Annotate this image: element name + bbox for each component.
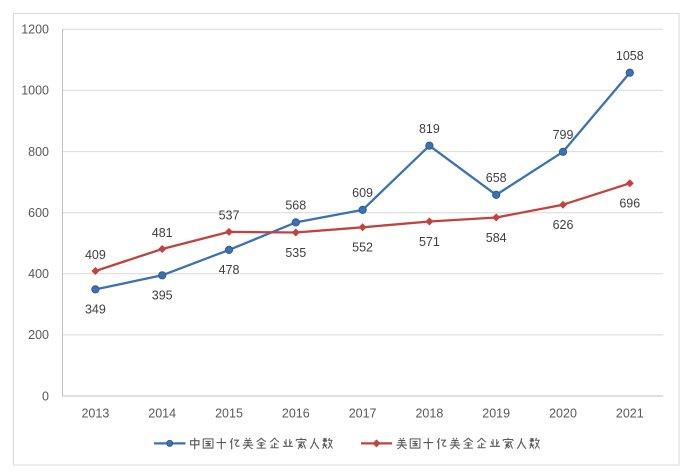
svg-text:1200: 1200 <box>21 23 49 37</box>
svg-text:400: 400 <box>28 267 49 281</box>
svg-text:0: 0 <box>42 389 49 403</box>
svg-text:658: 658 <box>486 171 507 185</box>
svg-text:819: 819 <box>419 122 440 136</box>
svg-text:800: 800 <box>28 145 49 159</box>
svg-text:568: 568 <box>285 199 306 213</box>
svg-text:2014: 2014 <box>148 406 176 420</box>
svg-text:2013: 2013 <box>81 406 109 420</box>
svg-text:799: 799 <box>553 128 574 142</box>
svg-text:2017: 2017 <box>349 406 377 420</box>
svg-text:1058: 1058 <box>616 49 644 63</box>
svg-text:478: 478 <box>219 263 240 277</box>
svg-text:609: 609 <box>352 186 373 200</box>
svg-text:200: 200 <box>28 328 49 342</box>
svg-text:626: 626 <box>553 218 574 232</box>
svg-text:409: 409 <box>85 248 106 262</box>
svg-text:2020: 2020 <box>549 406 577 420</box>
svg-text:2016: 2016 <box>282 406 310 420</box>
svg-text:2018: 2018 <box>415 406 443 420</box>
svg-text:1000: 1000 <box>21 84 49 98</box>
svg-text:571: 571 <box>419 235 440 249</box>
svg-text:2015: 2015 <box>215 406 243 420</box>
svg-text:2019: 2019 <box>482 406 510 420</box>
svg-text:696: 696 <box>619 197 640 211</box>
svg-text:395: 395 <box>152 289 173 303</box>
svg-text:600: 600 <box>28 206 49 220</box>
svg-text:537: 537 <box>219 209 240 223</box>
svg-text:2021: 2021 <box>616 406 644 420</box>
svg-text:552: 552 <box>352 241 373 255</box>
svg-text:349: 349 <box>85 303 106 317</box>
svg-text:535: 535 <box>285 246 306 260</box>
svg-text:584: 584 <box>486 231 507 245</box>
svg-text:481: 481 <box>152 226 173 240</box>
